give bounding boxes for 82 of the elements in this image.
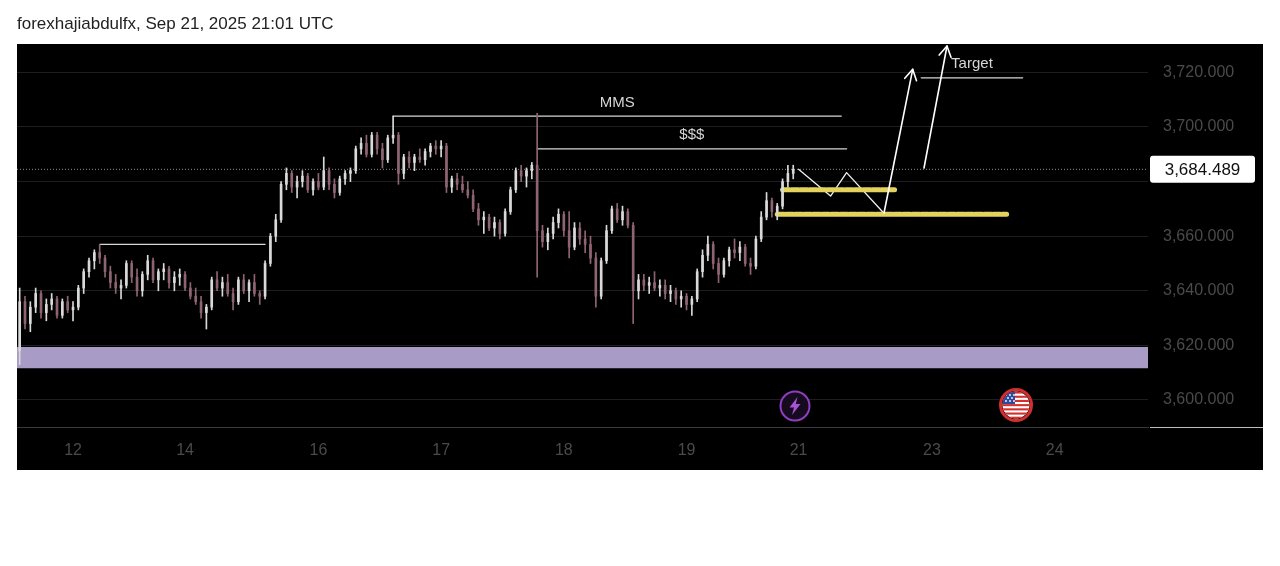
candlestick	[333, 178, 336, 199]
candlestick	[418, 148, 422, 163]
candlestick	[109, 265, 112, 289]
candlestick	[381, 143, 384, 169]
candlestick	[557, 208, 560, 229]
candlestick	[125, 260, 128, 289]
candlestick	[669, 284, 672, 303]
candlestick	[157, 268, 160, 292]
candlestick	[525, 167, 528, 188]
candlestick	[445, 143, 448, 193]
candlestick	[482, 211, 486, 234]
candlestick	[45, 298, 48, 322]
candlestick	[509, 186, 512, 215]
candlestick	[541, 224, 544, 248]
x-tick-label: 17	[432, 441, 451, 459]
candlestick	[285, 167, 288, 191]
candlestick	[605, 224, 608, 264]
candlestick	[637, 274, 640, 300]
y-tick-label: 3,620.000	[1163, 335, 1235, 353]
candlestick	[66, 295, 70, 313]
y-tick-label: 3,660.000	[1163, 226, 1235, 244]
candlestick	[717, 257, 720, 283]
candlestick	[413, 153, 416, 171]
candlestick	[349, 167, 352, 182]
candlestick	[749, 257, 752, 275]
candlestick	[237, 276, 240, 305]
candlestick	[653, 271, 656, 292]
x-tick-label: 12	[64, 441, 83, 459]
candlestick	[397, 132, 400, 185]
series-label: $$$	[679, 125, 706, 143]
candlestick	[205, 304, 208, 330]
candlestick	[258, 290, 262, 305]
candlestick	[733, 238, 736, 259]
x-tick-label: 21	[789, 441, 808, 459]
series-label: Target	[951, 54, 994, 72]
candlestick	[781, 178, 784, 210]
series-label: MMS	[599, 92, 635, 110]
candlestick	[34, 287, 37, 313]
x-tick-label: 14	[176, 441, 195, 459]
candlestick	[573, 222, 576, 251]
y-tick-label: 3,720.000	[1163, 62, 1235, 80]
candlestick	[77, 284, 80, 311]
candlestick	[98, 244, 102, 264]
y-tick-label: 3,640.000	[1163, 281, 1235, 299]
x-tick-label: 19	[677, 441, 696, 459]
x-tick-label: 24	[1045, 441, 1064, 459]
x-tick-label: 23	[923, 441, 941, 459]
candlestick	[647, 276, 651, 294]
candlestick	[93, 249, 96, 270]
y-tick-label: 3,600.000	[1163, 390, 1235, 408]
y-tick-label: 3,700.000	[1163, 117, 1235, 135]
candlestick	[765, 192, 768, 221]
candlestick	[162, 263, 166, 281]
chart-title: forexhajiabdulfx, Sep 21, 2025 21:01 UTC	[17, 13, 334, 35]
ref-line-label: 3,684.489	[1164, 160, 1241, 180]
candlestick	[679, 290, 683, 308]
candlestick	[589, 235, 592, 264]
candlestick	[461, 175, 464, 193]
candlestick	[61, 298, 64, 319]
candlestick	[493, 216, 496, 237]
candlestick	[18, 287, 21, 365]
candlestick	[434, 140, 438, 155]
candlestick	[621, 205, 624, 226]
candlestick	[269, 233, 272, 267]
x-tick-label: 18	[554, 441, 573, 459]
candlestick	[141, 271, 144, 297]
x-tick-label: 16	[309, 441, 328, 459]
candlestick	[477, 203, 480, 226]
candlestick	[301, 170, 304, 188]
candlestick	[82, 268, 86, 294]
candlestick	[178, 268, 182, 286]
candlestick	[50, 293, 54, 311]
candlestick	[685, 293, 688, 311]
candlestick	[701, 249, 704, 278]
candlestick	[429, 143, 432, 158]
candlestick	[189, 282, 192, 300]
candlestick	[253, 274, 256, 297]
candlestick	[221, 276, 224, 297]
candlestick	[173, 271, 176, 292]
candlestick	[365, 134, 368, 158]
candlestick	[29, 301, 32, 333]
candlestick	[317, 173, 320, 191]
